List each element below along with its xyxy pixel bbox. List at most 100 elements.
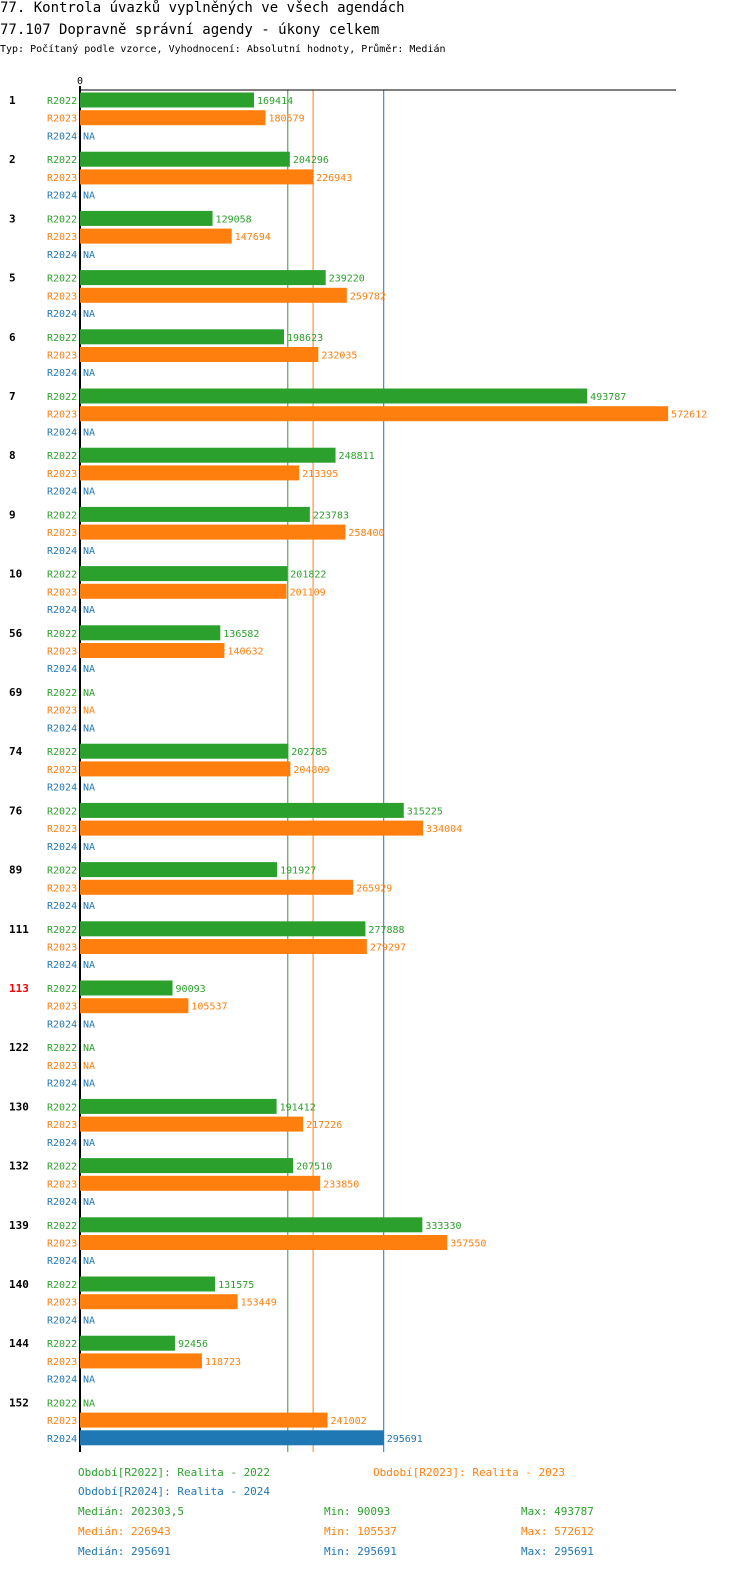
na-label: NA [83,250,95,261]
bar-r2022 [80,862,278,878]
data-label: 248811 [339,451,375,462]
data-label: 140632 [227,647,263,658]
series-label: R2023 [47,883,77,894]
stat-max-r2022: Max: 493787 [521,1505,594,1518]
group-label: 3 [9,212,16,225]
na-label: NA [83,309,95,320]
series-label: R2022 [47,333,77,344]
bar-r2023 [80,228,232,244]
na-label: NA [83,1043,95,1054]
data-label: 333330 [425,1221,461,1232]
bar-r2023 [80,347,319,362]
series-label: R2023 [47,173,77,184]
data-label: 201822 [290,570,326,581]
series-label: R2022 [47,688,77,699]
data-label: 493787 [590,392,626,403]
data-label: 131575 [218,1280,254,1291]
bar-r2023 [80,1353,202,1369]
bar-r2023 [80,465,300,481]
na-label: NA [83,688,95,699]
na-label: NA [83,1019,95,1030]
series-label: R2024 [47,842,77,853]
series-label: R2024 [47,960,77,971]
bar-r2023 [80,524,346,540]
bar-r2022 [80,1335,175,1351]
series-label: R2024 [47,901,77,912]
bar-r2023 [80,406,669,422]
series-label: R2024 [47,723,77,734]
data-label: 258400 [348,528,384,539]
series-label: R2024 [47,427,77,438]
group-label: 76 [9,804,23,817]
na-label: NA [83,131,95,142]
group-label: 1 [9,94,16,107]
na-label: NA [83,1138,95,1149]
series-label: R2023 [47,114,77,125]
series-label: R2023 [47,1357,77,1368]
bar-r2023 [80,1412,328,1428]
data-label: 295691 [387,1434,423,1445]
series-label: R2024 [47,250,77,261]
na-label: NA [83,706,95,717]
data-label: 241002 [331,1416,367,1427]
bar-r2022 [80,566,288,582]
bar-r2023 [80,110,266,126]
bar-r2023 [80,761,291,777]
bar-r2022 [80,1217,423,1233]
group-label: 10 [9,568,22,581]
legend-entry-r2023: Období[R2023]: Realita - 2023 [373,1466,566,1479]
bar-r2022 [80,506,310,522]
data-label: 204296 [293,155,329,166]
series-label: R2022 [47,1398,77,1409]
series-label: R2024 [47,664,77,675]
bar-r2023 [80,583,287,599]
data-label: 201109 [290,587,326,598]
stat-median-r2022: Medián: 202303,5 [78,1505,184,1518]
bar-r2022 [80,980,173,996]
na-label: NA [83,842,95,853]
bar-r2023 [80,643,225,658]
na-label: NA [83,960,95,971]
bar-r2023 [80,1175,321,1191]
series-label: R2023 [47,351,77,362]
bar-r2023 [80,939,367,954]
data-label: 169414 [257,96,293,107]
series-label: R2024 [47,191,77,202]
chart-subtitle: 77.107 Dopravně správní agendy - úkony c… [0,22,380,38]
stat-min-r2023: Min: 105537 [324,1525,397,1538]
series-label: R2023 [47,1120,77,1131]
series-label: R2022 [47,96,77,107]
series-label: R2024 [47,309,77,320]
group-label: 7 [9,390,16,403]
na-label: NA [83,427,95,438]
stat-min-r2022: Min: 90093 [324,1505,391,1518]
data-label: 129058 [216,214,252,225]
series-label: R2023 [47,469,77,480]
stat-median-r2024: Medián: 295691 [78,1545,171,1558]
series-label: R2023 [47,1002,77,1013]
data-label: 259782 [350,291,386,302]
series-label: R2022 [47,570,77,581]
series-label: R2024 [47,1079,77,1090]
na-label: NA [83,1061,95,1072]
na-label: NA [83,1315,95,1326]
series-label: R2022 [47,866,77,877]
series-label: R2022 [47,925,77,936]
series-label: R2022 [47,806,77,817]
data-label: 202785 [291,747,327,758]
series-label: R2023 [47,706,77,717]
na-label: NA [83,487,95,498]
data-label: 136582 [223,629,259,640]
series-label: R2024 [47,1315,77,1326]
na-label: NA [83,546,95,557]
series-label: R2024 [47,1434,77,1445]
group-label: 5 [9,272,16,285]
series-label: R2023 [47,587,77,598]
data-label: 213395 [302,469,338,480]
data-label: 223783 [313,510,349,521]
group-label: 113 [9,982,29,995]
group-label: 152 [9,1396,29,1409]
series-label: R2023 [47,410,77,421]
bar-r2022 [80,743,289,759]
group-label: 69 [9,686,22,699]
